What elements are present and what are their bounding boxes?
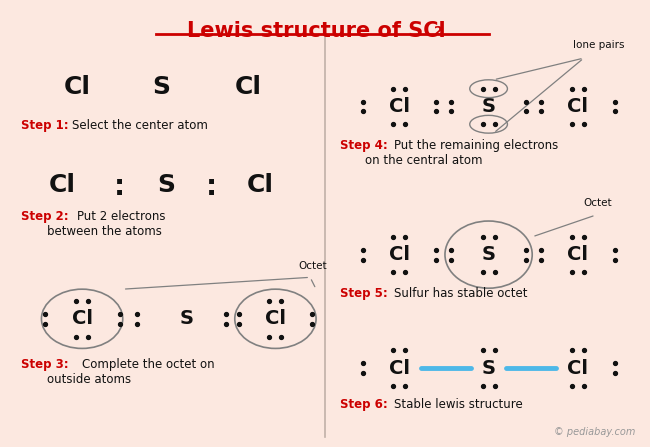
Text: Cl: Cl xyxy=(72,309,92,328)
Text: between the atoms: between the atoms xyxy=(47,225,162,238)
Text: Cl: Cl xyxy=(567,97,588,116)
Text: Step 6:: Step 6: xyxy=(340,398,387,411)
Text: on the central atom: on the central atom xyxy=(365,154,482,167)
Text: Lewis structure of SCl: Lewis structure of SCl xyxy=(187,21,445,41)
Text: Cl: Cl xyxy=(265,309,286,328)
Text: © pediabay.com: © pediabay.com xyxy=(554,427,635,437)
Text: Octet: Octet xyxy=(298,261,327,271)
Text: Octet: Octet xyxy=(584,198,612,208)
Text: Cl: Cl xyxy=(389,358,410,378)
Text: Cl: Cl xyxy=(235,75,262,99)
Text: S: S xyxy=(482,245,495,264)
Text: 2: 2 xyxy=(434,25,443,38)
Text: outside atoms: outside atoms xyxy=(47,373,131,386)
Text: Cl: Cl xyxy=(567,245,588,264)
Text: :: : xyxy=(114,173,125,202)
Text: Step 2:: Step 2: xyxy=(21,210,68,223)
Text: S: S xyxy=(482,358,495,378)
Text: Step 1:: Step 1: xyxy=(21,119,68,132)
Text: S: S xyxy=(152,75,170,99)
Text: Select the center atom: Select the center atom xyxy=(72,119,208,132)
Text: Step 4:: Step 4: xyxy=(340,139,387,152)
Text: Sulfur has stable octet: Sulfur has stable octet xyxy=(395,287,528,300)
Text: Put the remaining electrons: Put the remaining electrons xyxy=(395,139,558,152)
Text: Cl: Cl xyxy=(567,358,588,378)
Text: Complete the octet on: Complete the octet on xyxy=(82,358,215,371)
Text: Put 2 electrons: Put 2 electrons xyxy=(77,210,166,223)
Text: Step 5:: Step 5: xyxy=(340,287,387,300)
Text: S: S xyxy=(157,173,176,198)
Text: Cl: Cl xyxy=(49,173,76,198)
Text: Step 3:: Step 3: xyxy=(21,358,68,371)
Text: Cl: Cl xyxy=(247,173,274,198)
Text: Cl: Cl xyxy=(389,245,410,264)
Text: S: S xyxy=(482,97,495,116)
Text: Cl: Cl xyxy=(389,97,410,116)
Text: :: : xyxy=(205,173,216,202)
Text: S: S xyxy=(179,309,193,328)
Text: Stable lewis structure: Stable lewis structure xyxy=(395,398,523,411)
Text: lone pairs: lone pairs xyxy=(573,40,625,50)
Text: Cl: Cl xyxy=(64,75,90,99)
